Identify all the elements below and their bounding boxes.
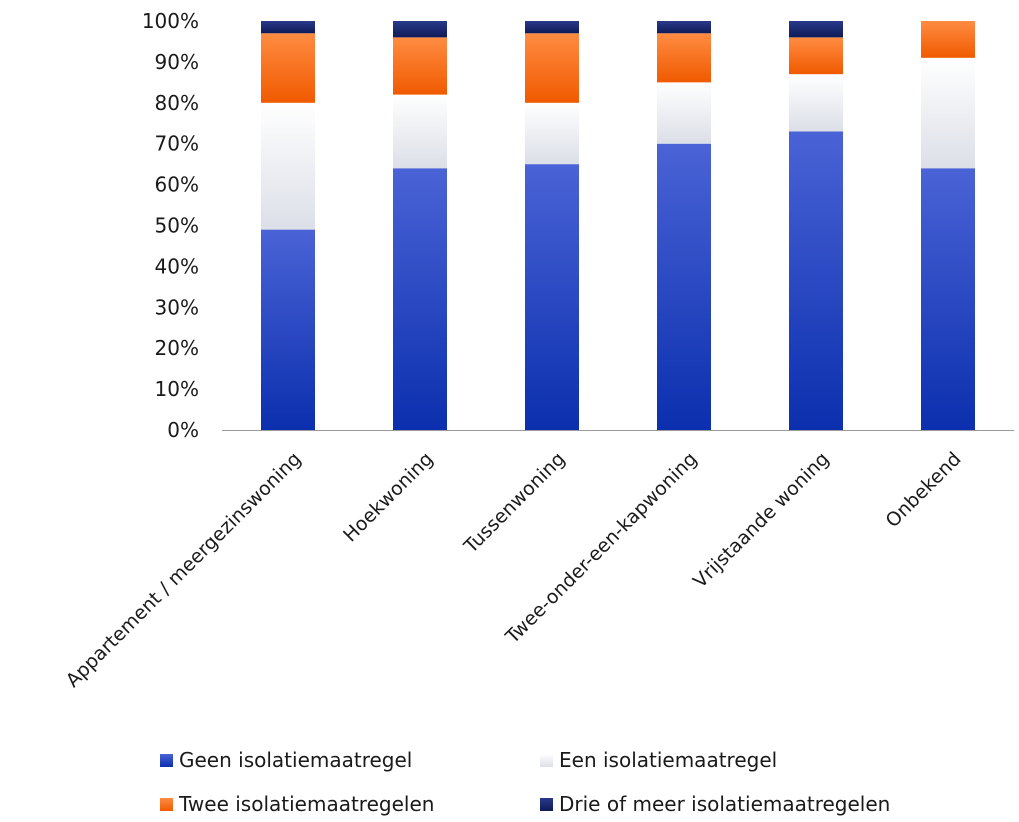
bar-segment-een	[789, 74, 843, 132]
x-category-label: Hoekwoning	[339, 448, 437, 546]
bar-segment-twee	[657, 33, 711, 83]
bar-segment-geen	[921, 168, 975, 431]
legend-item-geen: Geen isolatiemaatregel	[160, 748, 412, 772]
legend-item-twee: Twee isolatiemaatregelen	[160, 792, 434, 816]
bar-segment-twee	[789, 37, 843, 75]
legend-label-twee: Twee isolatiemaatregelen	[179, 792, 435, 816]
y-tick-label: 40%	[155, 254, 199, 278]
legend-item-een: Een isolatiemaatregel	[540, 748, 777, 772]
y-axis: 0% 10% 20% 30% 40% 50% 60% 70% 80% 90% 100%	[142, 9, 199, 442]
legend-label-een: Een isolatiemaatregel	[559, 748, 778, 772]
y-tick-label: 20%	[155, 336, 199, 360]
y-tick-label: 90%	[155, 50, 199, 74]
y-tick-label: 70%	[155, 132, 199, 156]
legend-swatch-geen	[160, 753, 173, 767]
x-category-label: Tussenwoning	[459, 448, 569, 558]
bar-segment-drie	[261, 21, 315, 34]
y-tick-label: 10%	[155, 377, 199, 401]
y-tick-label: 60%	[155, 173, 199, 197]
stacked-bar-chart: 0% 10% 20% 30% 40% 50% 60% 70% 80% 90% 100% Appart…	[62, 9, 1014, 692]
x-category-label: Onbekend	[881, 448, 965, 532]
legend-label-geen: Geen isolatiemaatregel	[179, 748, 413, 772]
bar-segment-drie	[525, 21, 579, 34]
bar-segment-twee	[525, 33, 579, 103]
bar-segment-twee	[921, 21, 975, 58]
y-tick-label: 30%	[155, 295, 199, 319]
y-tick-label: 0%	[167, 418, 199, 442]
legend-swatch-een	[540, 753, 553, 767]
bar-segment-geen	[525, 164, 579, 430]
legend-swatch-drie	[540, 797, 553, 811]
x-category-label: Appartement / meergezinswoning	[62, 448, 306, 692]
x-category-label: Vrijstaande woning	[689, 448, 834, 593]
bars-group	[261, 21, 975, 431]
bar-segment-een	[393, 94, 447, 169]
bar-segment-geen	[261, 229, 315, 430]
bar-segment-geen	[789, 131, 843, 430]
bar-segment-drie	[789, 21, 843, 38]
bar-segment-twee	[393, 37, 447, 95]
bar-segment-een	[921, 57, 975, 169]
bar-segment-geen	[657, 143, 711, 430]
bar-segment-geen	[393, 168, 447, 431]
bar-segment-drie	[657, 21, 711, 34]
legend-swatch-twee	[160, 797, 173, 811]
y-tick-label: 100%	[142, 9, 199, 33]
bar-segment-drie	[393, 21, 447, 38]
bar-segment-twee	[261, 33, 315, 103]
x-axis: Appartement / meergezinswoning Hoekwoning…	[62, 430, 1014, 692]
bar-segment-een	[261, 102, 315, 230]
legend-item-drie: Drie of meer isolatiemaatregelen	[540, 792, 890, 816]
bar-segment-een	[525, 102, 579, 165]
y-tick-label: 50%	[155, 214, 199, 238]
legend-label-drie: Drie of meer isolatiemaatregelen	[559, 792, 891, 816]
bar-segment-een	[657, 82, 711, 144]
y-tick-label: 80%	[155, 91, 199, 115]
